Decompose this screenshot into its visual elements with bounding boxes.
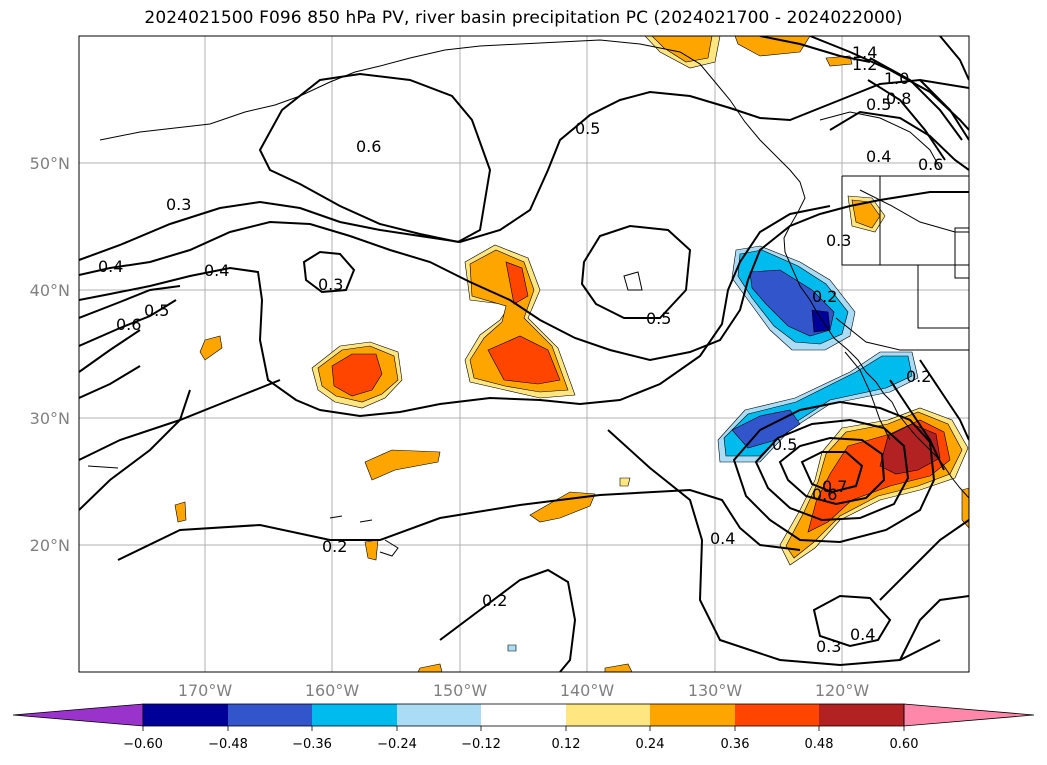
coastlines — [87, 39, 969, 557]
colorbar-segment — [819, 704, 904, 726]
lat-label: 50°N — [30, 154, 70, 173]
colorbar-tick-label: 0.12 — [552, 737, 581, 752]
colorbar-segment — [397, 704, 481, 726]
contour-label: 0.2 — [812, 287, 837, 306]
lon-label: 170°W — [178, 681, 233, 700]
colorbar-segment — [312, 704, 397, 726]
lon-label: 150°W — [433, 681, 488, 700]
colorbar-segment — [481, 704, 566, 726]
contour-label: 0.8 — [886, 89, 911, 108]
contour-label: 0.6 — [116, 315, 141, 334]
latitude-labels: 50°N 40°N 30°N 20°N — [30, 154, 70, 555]
longitude-labels: 170°W 160°W 150°W 140°W 130°W 120°W — [178, 681, 870, 700]
colorbar-segment — [143, 704, 228, 726]
colorbar-under-arrow — [12, 703, 144, 727]
contour-label: 0.4 — [710, 529, 735, 548]
colorbar-tick-label: −0.12 — [461, 737, 501, 752]
contour-label: 1.0 — [884, 69, 909, 88]
colorbar: −0.60 −0.48 −0.36 −0.24 −0.12 0.12 0.24 … — [12, 703, 1035, 752]
map-title: 2024021500 F096 850 hPa PV, river basin … — [144, 8, 903, 28]
contour-label: 0.6 — [918, 155, 943, 174]
contour-label: 0.3 — [826, 231, 851, 250]
lat-label: 20°N — [30, 536, 70, 555]
contour-label: 0.4 — [850, 625, 875, 644]
pv-contours — [79, 36, 969, 672]
lon-label: 130°W — [688, 681, 743, 700]
contour-label: 0.3 — [318, 275, 343, 294]
contour-label: 0.7 — [822, 477, 847, 496]
contour-label: 0.2 — [322, 537, 347, 556]
contour-label: 0.5 — [866, 95, 891, 114]
colorbar-tick-label: −0.24 — [377, 737, 417, 752]
colorbar-frame — [142, 703, 905, 727]
colorbar-segment — [650, 704, 735, 726]
colorbar-tick-label: 0.24 — [636, 737, 665, 752]
lat-label: 30°N — [30, 409, 70, 428]
contour-label: 0.5 — [772, 435, 797, 454]
contour-label: 0.3 — [816, 637, 841, 656]
contour-label: 0.2 — [482, 591, 507, 610]
colorbar-segment — [228, 704, 312, 726]
lon-label: 160°W — [305, 681, 360, 700]
colorbar-segment — [566, 704, 650, 726]
colorbar-tick-label: −0.60 — [123, 737, 163, 752]
contour-label: 0.6 — [812, 485, 837, 504]
colorbar-over-arrow — [903, 703, 1035, 727]
contour-label: 0.5 — [575, 119, 600, 138]
colorbar-segment — [735, 704, 819, 726]
contour-label: 0.5 — [646, 309, 671, 328]
contour-label: 0.2 — [906, 367, 931, 386]
colorbar-tick-label: 0.48 — [805, 737, 834, 752]
colorbar-tick-label: −0.36 — [292, 737, 332, 752]
contour-label: 1.4 — [852, 43, 877, 62]
map-frame — [78, 35, 970, 673]
contour-label: 1.2 — [852, 55, 877, 74]
contour-label: 0.6 — [356, 137, 381, 156]
contour-labels: 1.4 1.2 1.0 0.8 0.5 0.4 0.6 0.5 0.6 0.3 … — [98, 43, 943, 656]
colorbar-tick-label: 0.36 — [721, 737, 750, 752]
colorbar-tick-label: 0.60 — [890, 737, 919, 752]
contour-label: 0.4 — [866, 147, 891, 166]
contour-label: 0.5 — [144, 301, 169, 320]
contour-label: 0.3 — [166, 195, 191, 214]
lon-label: 120°W — [815, 681, 870, 700]
lon-label: 140°W — [560, 681, 615, 700]
colorbar-tick-label: −0.48 — [208, 737, 248, 752]
lat-label: 40°N — [30, 281, 70, 300]
contour-label: 0.4 — [204, 261, 229, 280]
contour-label: 0.4 — [98, 257, 123, 276]
